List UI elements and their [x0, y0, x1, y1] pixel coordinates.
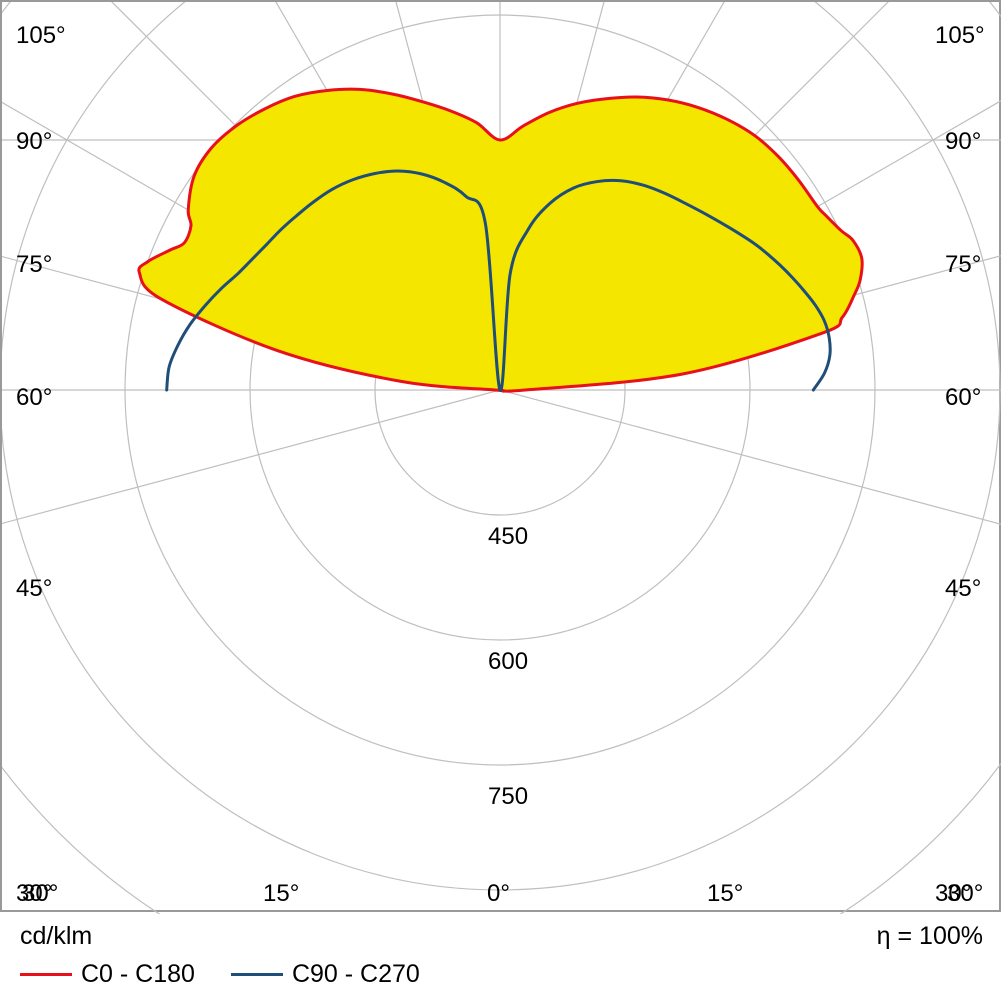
legend-label-c0-c180: C0 - C180 [81, 960, 195, 988]
plot-frame: 105° 90° 75° 60° 45° 30° 105° 90° 75° 60° 45° 30° 30… [0, 0, 1001, 914]
series-fill-0 [138, 89, 863, 392]
angle-label-right-4: 45° [945, 575, 982, 602]
legend-entries: C0 - C180 C90 - C270 [20, 960, 456, 989]
unit-label: cd/klm [20, 922, 93, 950]
angle-label-left-0: 105° [16, 22, 66, 49]
angle-label-left-1: 90° [16, 128, 53, 155]
angle-label-bottom-0: 30° [22, 880, 59, 907]
series-line-1 [165, 169, 832, 392]
legend-swatch-c0-c180 [20, 973, 72, 976]
angle-label-left-2: 75° [16, 251, 53, 278]
legend-item-c90-c270: C90 - C270 [230, 960, 420, 989]
radial-value-label-2: 750 [486, 783, 531, 811]
legend-item-c0-c180: C0 - C180 [20, 960, 195, 989]
angle-label-right-5: 30° [935, 880, 972, 907]
angle-label-right-0: 105° [935, 22, 985, 49]
angle-label-bottom-2: 0° [487, 880, 510, 907]
radial-value-label-1: 600 [486, 648, 531, 676]
angle-label-left-4: 45° [16, 575, 53, 602]
legend-label-c90-c270: C90 - C270 [291, 960, 420, 988]
series-line-0 [137, 87, 864, 393]
legend: cd/klm η = 100% C0 - C180 C90 - C270 [0, 912, 1001, 1001]
angle-label-bottom-4: 30° [947, 880, 984, 907]
efficiency-label: η = 100% [876, 922, 983, 950]
angle-label-left-5: 30° [16, 880, 53, 907]
angle-label-bottom-3: 15° [707, 880, 744, 907]
angle-label-left-3: 60° [16, 384, 53, 411]
legend-swatch-c90-c270 [230, 973, 283, 976]
polar-series [137, 87, 864, 393]
radial-value-label-0: 450 [486, 523, 531, 551]
angle-label-bottom-1: 15° [263, 880, 300, 907]
polar-chart-canvas [2, 2, 1001, 914]
angle-label-right-1: 90° [945, 128, 982, 155]
angle-label-right-3: 60° [945, 384, 982, 411]
angle-label-right-2: 75° [945, 251, 982, 278]
